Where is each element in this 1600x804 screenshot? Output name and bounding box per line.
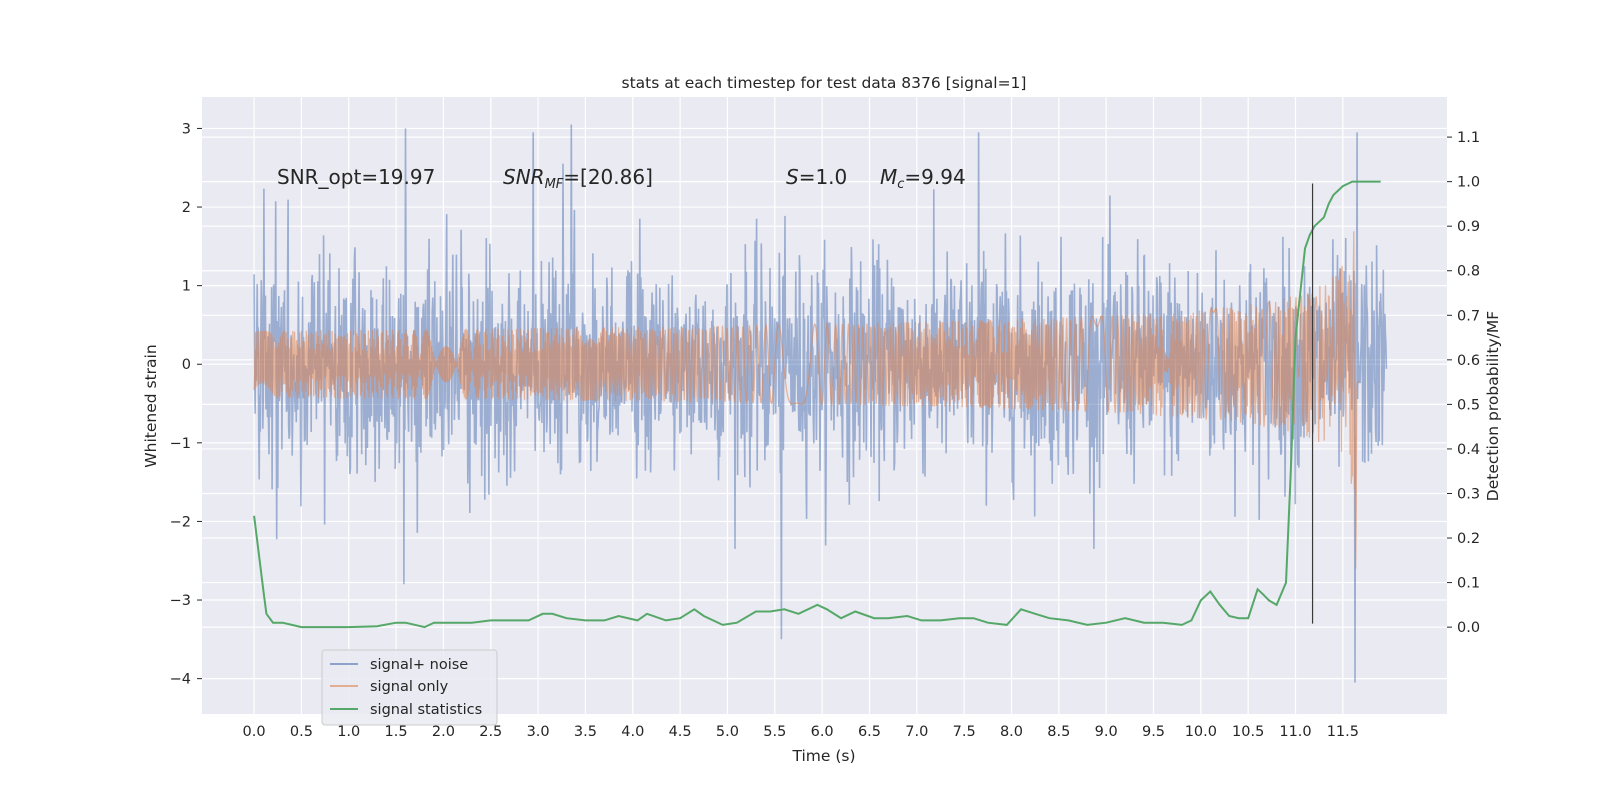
annotation-snr-mf: SNRMF=[20.86] — [503, 165, 653, 192]
x-tick-label: 3.5 — [574, 724, 597, 740]
chirp-trace — [253, 231, 1360, 569]
legend-label-signal-statistics: signal statistics — [370, 702, 482, 718]
y-tick-label-right: 0.1 — [1457, 576, 1480, 592]
annotation-mc: Mc=9.94 — [880, 165, 966, 192]
x-tick-label: 5.0 — [716, 724, 739, 740]
y-tick-label-left: −4 — [170, 672, 191, 688]
series-signal-statistics — [253, 180, 1381, 629]
x-tick-label: 4.0 — [621, 724, 644, 740]
x-tick-label: 8.5 — [1047, 724, 1070, 740]
x-tick-label: 0.5 — [290, 724, 313, 740]
y-tick-label-right: 0.5 — [1457, 397, 1480, 413]
x-tick-label: 3.0 — [527, 724, 550, 740]
x-tick-label: 11.0 — [1279, 724, 1311, 740]
x-axis-label: Time (s) — [791, 747, 855, 765]
y-tick-label-left: −2 — [170, 514, 191, 530]
y-tick-label-right: 0.9 — [1457, 219, 1480, 235]
y-tick-label-right: 0.4 — [1457, 442, 1480, 458]
x-tick-label: 6.5 — [858, 724, 881, 740]
annotation-s: S=1.0 — [786, 165, 847, 189]
legend-label-signal-plus-noise: signal+ noise — [370, 657, 468, 673]
y-axis-label-left: Whitened strain — [142, 344, 160, 467]
ticks: 0.0 0.5 1.0 1.5 2.0 2.5 3.0 3.5 4.0 4.5 5.0 5.5 6.0 6… — [170, 121, 1480, 740]
y-tick-label-left: −3 — [170, 593, 191, 609]
x-tick-label: 6.0 — [811, 724, 834, 740]
x-tick-label: 4.5 — [669, 724, 692, 740]
annotation-snr-mf-sub: MF — [545, 177, 564, 192]
annotation-mc-value: =9.94 — [904, 165, 965, 189]
y-tick-label-right: 0.8 — [1457, 264, 1480, 280]
annotation-snr-opt: SNR_opt=19.97 — [277, 165, 435, 189]
noise-trace — [253, 124, 1388, 683]
x-tick-label: 11.5 — [1327, 724, 1359, 740]
series-signal-plus-noise — [253, 124, 1388, 683]
x-tick-label: 10.0 — [1185, 724, 1217, 740]
x-tick-label: 2.0 — [432, 724, 455, 740]
annotation-mc-sub: c — [897, 177, 904, 192]
x-tick-label: 7.0 — [905, 724, 928, 740]
annotation-s-value: =1.0 — [799, 165, 848, 189]
y-tick-label-left: 1 — [182, 279, 191, 295]
legend: signal+ noise signal only signal statist… — [321, 649, 498, 726]
x-tick-label: 1.0 — [337, 724, 360, 740]
chart-title: stats at each timestep for test data 837… — [622, 74, 1027, 92]
y-tick-label-right: 0.7 — [1457, 308, 1480, 324]
y-tick-label-right: 0.0 — [1457, 620, 1480, 636]
annotation-snr-mf-main: SNR — [503, 165, 545, 189]
y-tick-label-left: 0 — [182, 357, 191, 373]
y-tick-label-right: 1.0 — [1457, 175, 1480, 191]
y-tick-label-right: 0.3 — [1457, 486, 1480, 502]
x-tick-label: 9.0 — [1095, 724, 1118, 740]
annotation-s-label: S — [786, 165, 799, 189]
annotation-mc-label: M — [880, 165, 897, 189]
annotations: SNR_opt=19.97 SNRMF=[20.86] S=1.0 Mc=9.9… — [277, 165, 966, 192]
x-tick-label: 9.5 — [1142, 724, 1165, 740]
x-tick-label: 0.0 — [243, 724, 266, 740]
annotation-snr-mf-value: =[20.86] — [563, 165, 653, 189]
y-tick-label-left: 2 — [182, 200, 191, 216]
y-tick-label-left: −1 — [170, 436, 191, 452]
y-axis-label-right: Detection probability/MF — [1484, 311, 1502, 502]
stats-line — [253, 180, 1381, 629]
x-tick-label: 10.5 — [1232, 724, 1264, 740]
x-tick-label: 2.5 — [479, 724, 502, 740]
y-tick-label-right: 0.2 — [1457, 531, 1480, 547]
legend-label-signal-only: signal only — [370, 679, 449, 695]
y-tick-label-right: 1.1 — [1457, 130, 1480, 146]
x-tick-label: 8.0 — [1000, 724, 1023, 740]
y-tick-label-left: 3 — [182, 121, 191, 137]
legend-box — [321, 649, 498, 726]
y-tick-label-right: 0.6 — [1457, 353, 1480, 369]
x-tick-label: 1.5 — [385, 724, 408, 740]
series-signal-only — [253, 231, 1360, 569]
x-tick-label: 5.5 — [763, 724, 786, 740]
x-tick-label: 7.5 — [953, 724, 976, 740]
